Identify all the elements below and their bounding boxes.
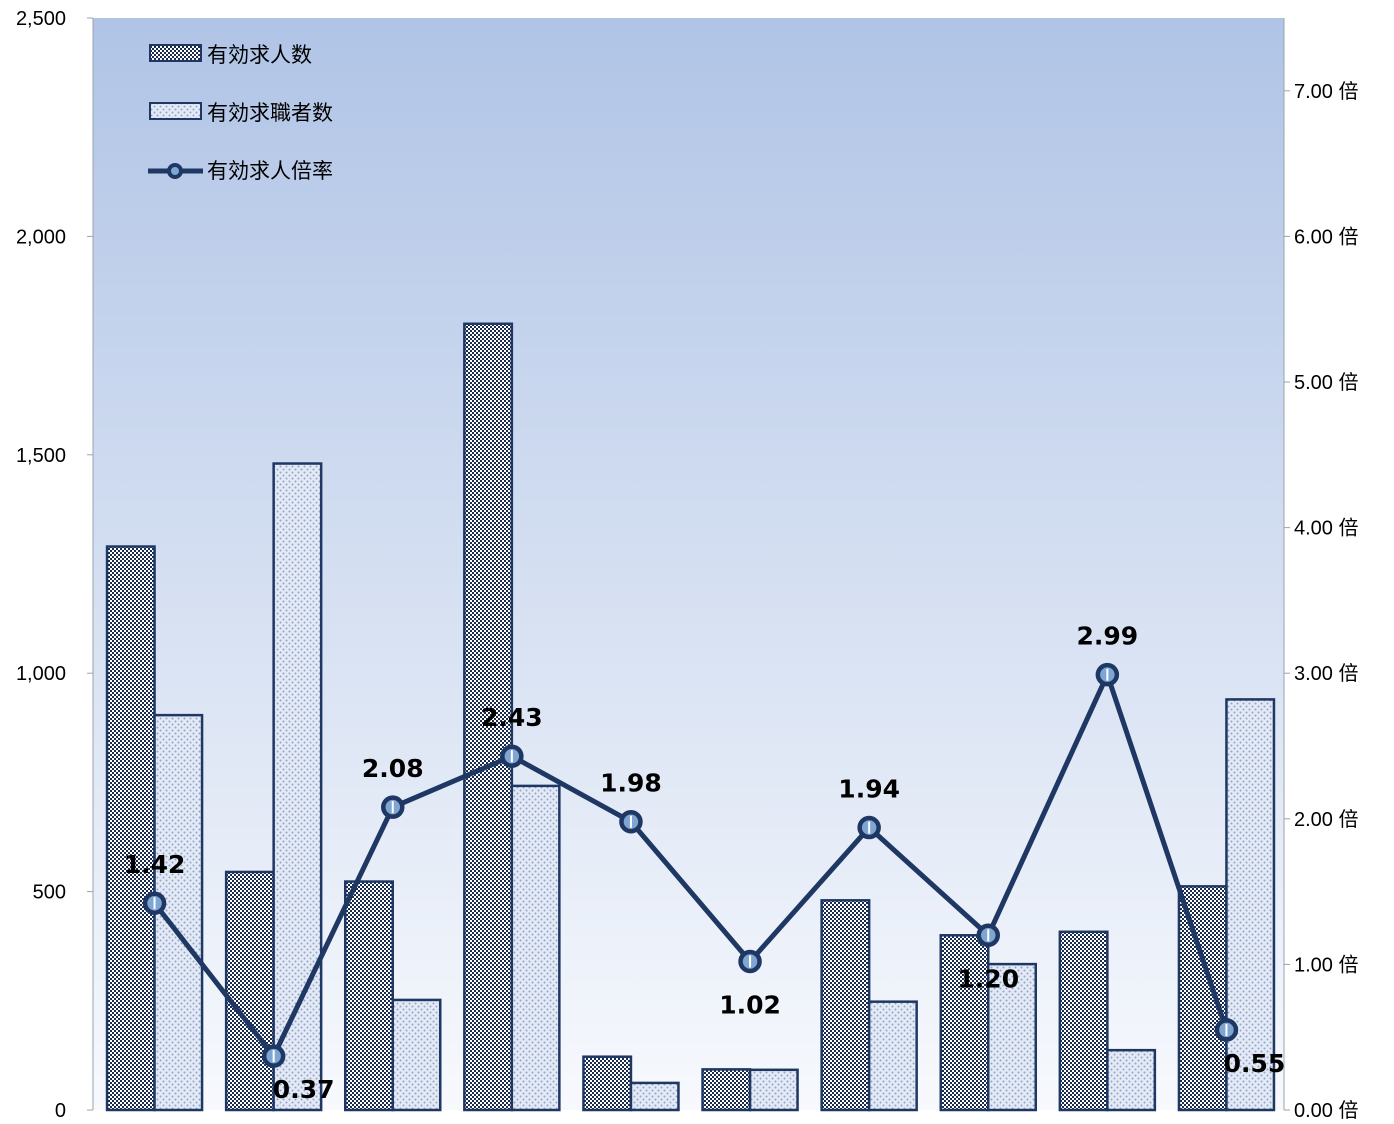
- bar-job-openings: [1177, 885, 1228, 1112]
- left-axis-tick-label: 2,000: [16, 226, 66, 248]
- left-axis-tick-label: 2,500: [16, 8, 66, 30]
- legend: 有効求人数 有効求職者数 有効求人倍率: [148, 43, 333, 183]
- left-axis-tick-label: 1,000: [16, 663, 66, 685]
- ratio-data-label: 1.94: [838, 775, 900, 804]
- right-axis-tick-label: 4.00 倍: [1294, 517, 1358, 540]
- bar-job-openings: [224, 870, 275, 1112]
- legend-swatch-job-openings: [149, 44, 202, 62]
- bar-job-seekers: [629, 1081, 680, 1112]
- bar-job-seekers: [272, 462, 323, 1112]
- ratio-data-label: 0.37: [273, 1075, 335, 1104]
- bar-job-seekers: [1225, 698, 1276, 1112]
- bar-job-seekers: [867, 1000, 918, 1112]
- right-axis-tick-label: 1.00 倍: [1294, 953, 1358, 976]
- ratio-line: [152, 672, 1229, 1059]
- ratio-data-label: 1.02: [719, 990, 781, 1019]
- ratio-data-label: 0.55: [1224, 1049, 1286, 1078]
- bar-job-openings: [820, 899, 871, 1112]
- bar-job-openings: [582, 1055, 633, 1112]
- left-axis-tick-label: 1,500: [16, 445, 66, 467]
- right-axis-tick-label: 5.00 倍: [1294, 371, 1358, 394]
- bar-job-seekers: [748, 1068, 799, 1112]
- ratio-data-label: 1.98: [600, 769, 662, 798]
- bar-job-openings: [939, 934, 990, 1112]
- bar-job-seekers: [987, 962, 1037, 1112]
- bar-job-seekers: [510, 784, 561, 1112]
- legend-item-job-openings: 有効求人数: [149, 43, 312, 67]
- legend-swatch-ratio-marker: [167, 163, 183, 179]
- right-axis-tick-label: 6.00 倍: [1294, 225, 1358, 248]
- left-axis: 0 500 1,000 1,500 2,000 2,500: [16, 8, 93, 1122]
- bar-job-openings: [344, 880, 394, 1112]
- bar-job-openings: [701, 1068, 752, 1112]
- legend-label-job-openings: 有効求人数: [207, 43, 312, 67]
- right-axis-tick-label: 7.00 倍: [1294, 80, 1358, 103]
- right-axis-tick-label: 0.00 倍: [1294, 1099, 1358, 1122]
- right-axis-tick-label: 2.00 倍: [1294, 808, 1358, 831]
- legend-item-ratio: 有効求人倍率: [148, 159, 333, 183]
- legend-label-ratio: 有効求人倍率: [207, 159, 333, 183]
- ratio-data-label: 2.99: [1077, 622, 1139, 651]
- legend-item-job-seekers: 有効求職者数: [149, 101, 333, 125]
- left-axis-tick-label: 0: [55, 1100, 66, 1122]
- ratio-data-label: 1.42: [124, 850, 186, 879]
- ratio-data-label: 2.43: [481, 703, 543, 732]
- legend-label-job-seekers: 有効求職者数: [207, 101, 333, 125]
- right-axis-tick-label: 3.00 倍: [1294, 662, 1358, 685]
- bar-job-seekers: [391, 998, 442, 1112]
- ratio-data-label: 2.08: [362, 754, 424, 783]
- bar-job-seekers: [1106, 1048, 1157, 1112]
- right-axis: 0.00 倍 1.00 倍 2.00 倍 3.00 倍 4.00 倍 5.00 倍 6.00…: [1284, 80, 1358, 1122]
- data-labels: 1.42 0.37 2.08 2.43 1.98 1.02 1.94 1.20 2.99 0.55: [124, 622, 1286, 1104]
- ratio-line-series: [142, 662, 1239, 1068]
- ratio-data-label: 1.20: [957, 964, 1019, 993]
- bar-job-openings: [463, 322, 514, 1112]
- bar-series: [105, 322, 1276, 1112]
- bar-job-openings: [105, 545, 156, 1112]
- legend-swatch-job-seekers: [149, 102, 202, 120]
- left-axis-tick-label: 500: [33, 882, 66, 904]
- bar-job-openings: [1058, 930, 1109, 1112]
